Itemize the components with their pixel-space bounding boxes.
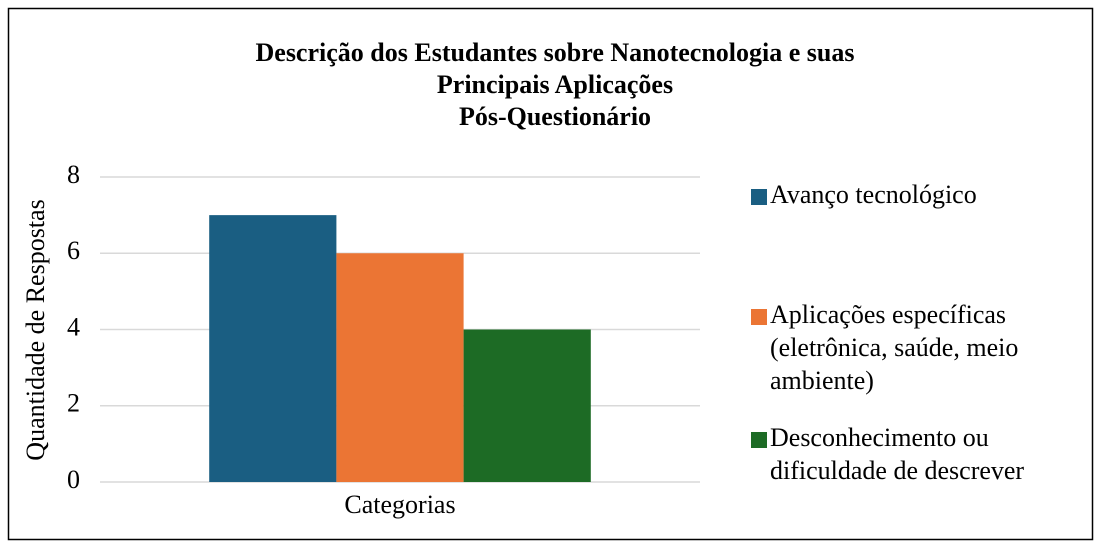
legend-label: Desconhecimento ou dificuldade de descre… bbox=[770, 423, 1024, 485]
y-tick-label: 6 bbox=[67, 236, 80, 265]
legend-line: ambiente) bbox=[770, 366, 874, 395]
y-tick-label: 4 bbox=[67, 312, 80, 341]
y-axis-label: Quantidade de Respostas bbox=[21, 199, 50, 460]
legend-line: Aplicações específicas bbox=[770, 300, 1013, 329]
legend-line: (eletrônica, saúde, meio bbox=[770, 333, 1025, 362]
legend-swatch bbox=[751, 309, 767, 325]
legend-line: Avanço tecnológico bbox=[770, 180, 977, 209]
legend-swatch bbox=[751, 189, 767, 205]
legend-swatch bbox=[751, 432, 767, 448]
y-tick-label: 2 bbox=[67, 389, 80, 418]
legend-label: Aplicações específicas (eletrônica, saúd… bbox=[770, 300, 1025, 395]
chart-title: Descrição dos Estudantes sobre Nanotecno… bbox=[256, 38, 855, 67]
chart-title: Pós-Questionário bbox=[459, 102, 651, 131]
legend-line: dificuldade de descrever bbox=[770, 456, 1024, 485]
bar bbox=[336, 253, 464, 482]
bar bbox=[209, 215, 337, 482]
chart-title: Principais Aplicações bbox=[437, 70, 673, 99]
x-tick-label: Categorias bbox=[344, 490, 455, 519]
bar bbox=[463, 329, 591, 482]
y-tick-label: 0 bbox=[67, 465, 80, 494]
y-tick-label: 8 bbox=[67, 160, 80, 189]
legend-label: Avanço tecnológico bbox=[770, 180, 977, 209]
legend-line: Desconhecimento ou bbox=[770, 423, 995, 452]
